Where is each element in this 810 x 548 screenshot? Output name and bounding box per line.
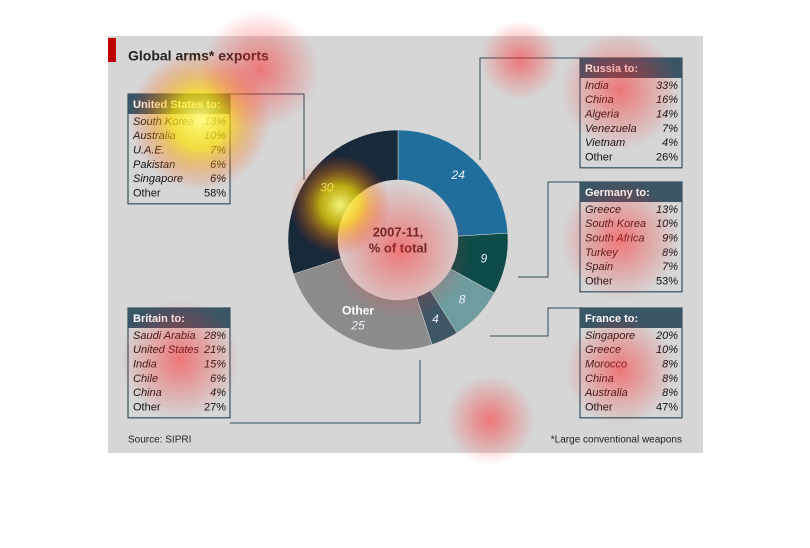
row-name: Other — [133, 401, 161, 413]
row-name: Australia — [584, 387, 628, 399]
row-name: India — [585, 80, 609, 92]
row-value: 6% — [210, 159, 226, 171]
row-name: China — [133, 387, 162, 399]
row-name: Saudi Arabia — [133, 330, 196, 342]
row-value: 6% — [210, 173, 226, 185]
row-name: U.A.E. — [133, 145, 165, 157]
row-value: 20% — [655, 330, 678, 342]
row-name: Chile — [133, 373, 158, 385]
row-name: Other — [585, 401, 613, 413]
row-value: 15% — [204, 359, 226, 371]
row-name: Singapore — [585, 330, 635, 342]
chart-title: Global arms* exports — [128, 48, 269, 64]
center-label: 2007-11, — [373, 224, 424, 239]
slice-category: Other — [342, 304, 374, 318]
row-name: China — [585, 373, 614, 385]
table-title: France to: — [585, 313, 638, 325]
row-name: South Korea — [133, 116, 194, 128]
row-name: Turkey — [585, 247, 619, 259]
row-name: Algeria — [584, 109, 619, 121]
title-accent — [108, 38, 116, 62]
row-value: 8% — [662, 247, 678, 259]
row-value: 8% — [662, 387, 678, 399]
slice-value: 8 — [459, 292, 466, 306]
row-name: India — [133, 359, 157, 371]
source: Source: SIPRI — [128, 435, 191, 446]
table-title: Britain to: — [133, 313, 185, 325]
row-name: Spain — [585, 261, 613, 273]
row-name: Morocco — [585, 359, 627, 371]
row-value: 7% — [662, 123, 678, 135]
slice-value: 4 — [432, 312, 439, 326]
row-name: Other — [585, 151, 613, 163]
row-name: Vietnam — [585, 137, 625, 149]
row-value: 10% — [656, 218, 678, 230]
row-value: 14% — [656, 109, 678, 121]
row-value: 7% — [662, 261, 678, 273]
row-name: Singapore — [133, 173, 183, 185]
slice-value: 30 — [320, 180, 334, 194]
slice-value: 24 — [451, 168, 466, 182]
row-name: United States — [133, 344, 200, 356]
row-value: 26% — [656, 151, 678, 163]
row-name: Greece — [585, 344, 621, 356]
row-value: 47% — [656, 401, 678, 413]
row-value: 4% — [210, 387, 226, 399]
row-value: 6% — [210, 373, 226, 385]
row-name: China — [585, 94, 614, 106]
row-value: 7% — [210, 145, 226, 157]
row-name: Other — [585, 275, 613, 287]
row-value: 33% — [656, 80, 678, 92]
slice-value: 25 — [350, 319, 365, 333]
slice-value: 9 — [481, 251, 488, 265]
row-value: 4% — [662, 137, 678, 149]
row-name: South Africa — [585, 233, 645, 245]
row-name: Greece — [585, 204, 621, 216]
row-value: 53% — [656, 275, 678, 287]
row-name: South Korea — [585, 218, 646, 230]
table-title: Russia to: — [585, 63, 638, 75]
note: *Large conventional weapons — [551, 435, 682, 446]
row-value: 27% — [204, 401, 226, 413]
row-value: 10% — [204, 130, 226, 142]
row-value: 58% — [204, 187, 226, 199]
row-value: 21% — [203, 344, 226, 356]
row-value: 8% — [662, 359, 678, 371]
row-name: Venezuela — [585, 123, 637, 135]
row-value: 9% — [662, 233, 678, 245]
row-name: Other — [133, 187, 161, 199]
row-name: Australia — [132, 130, 176, 142]
row-value: 13% — [656, 204, 678, 216]
row-value: 8% — [662, 373, 678, 385]
table-title: United States to: — [133, 99, 220, 111]
row-value: 13% — [204, 116, 226, 128]
row-name: Pakistan — [133, 159, 175, 171]
center-label: % of total — [369, 240, 428, 255]
row-value: 16% — [656, 94, 678, 106]
table-title: Germany to: — [585, 187, 650, 199]
row-value: 28% — [203, 330, 226, 342]
row-value: 10% — [656, 344, 678, 356]
